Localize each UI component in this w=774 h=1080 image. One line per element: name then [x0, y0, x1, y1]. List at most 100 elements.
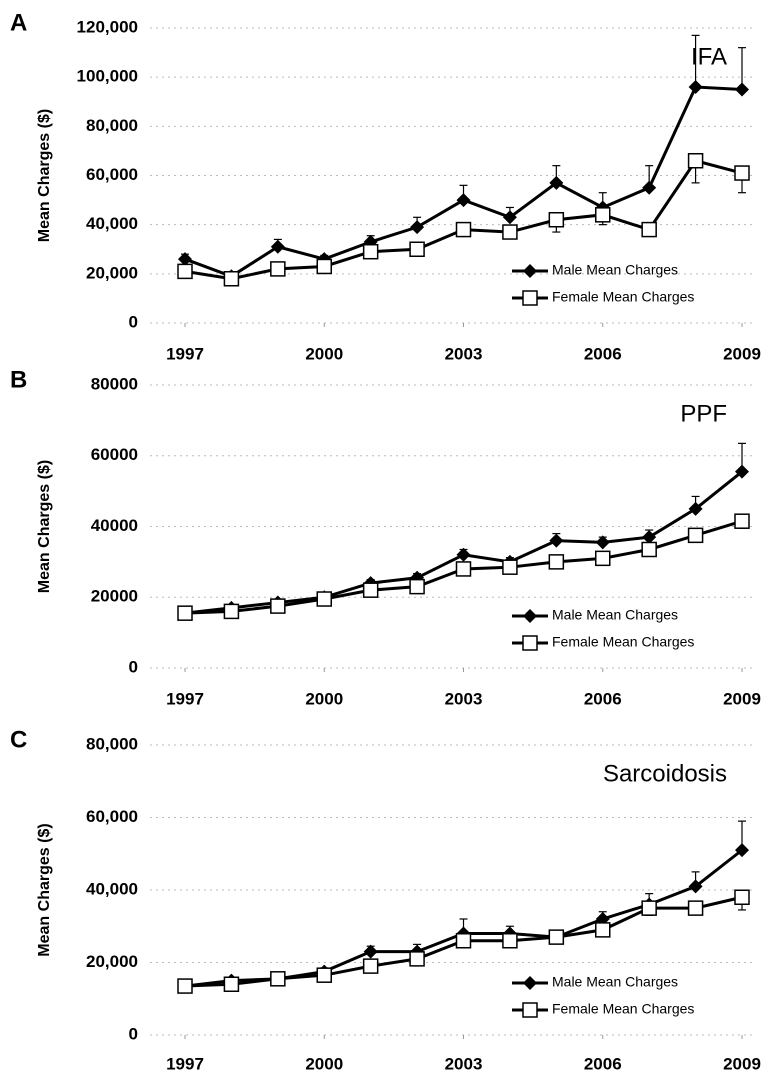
x-tick-label: 2003 — [445, 1054, 483, 1073]
x-tick-label: 2009 — [723, 689, 761, 708]
x-tick-label: 2009 — [723, 344, 761, 363]
y-tick-label: 40,000 — [86, 879, 138, 898]
marker — [456, 193, 471, 208]
x-tick-label: 1997 — [166, 344, 204, 363]
y-axis-label: Mean Charges ($) — [36, 109, 53, 242]
y-tick-label: 0 — [129, 1024, 138, 1043]
marker — [549, 533, 564, 548]
panel-title: PPF — [680, 400, 727, 427]
legend-label: Female Mean Charges — [552, 1001, 694, 1017]
marker — [735, 464, 749, 479]
marker — [735, 843, 749, 858]
x-tick-label: 1997 — [166, 1054, 204, 1073]
marker — [641, 541, 657, 558]
y-tick-label: 20000 — [91, 587, 138, 606]
y-tick-label: 80,000 — [86, 116, 138, 135]
marker — [641, 900, 657, 916]
legend-label: Male Mean Charges — [552, 262, 678, 278]
x-tick-label: 2000 — [305, 344, 343, 363]
legend-label: Male Mean Charges — [552, 607, 678, 623]
x-tick-label: 1997 — [166, 689, 204, 708]
marker — [316, 591, 332, 607]
x-tick-label: 2006 — [584, 344, 622, 363]
panel-letter: A — [10, 9, 27, 36]
marker — [316, 967, 332, 983]
marker — [687, 900, 704, 916]
marker — [641, 221, 657, 238]
marker — [177, 263, 193, 280]
y-tick-label: 40,000 — [86, 214, 138, 233]
series-line — [184, 85, 743, 278]
marker — [223, 976, 240, 992]
panel-letter: C — [10, 726, 27, 753]
panel-letter: B — [10, 366, 27, 393]
x-tick-label: 2000 — [305, 689, 343, 708]
marker — [687, 527, 704, 544]
marker — [177, 605, 193, 621]
y-tick-label: 80,000 — [86, 734, 138, 753]
y-tick-label: 0 — [129, 657, 138, 676]
x-tick-label: 2000 — [305, 1054, 343, 1073]
marker — [734, 889, 750, 905]
y-tick-label: 80000 — [91, 374, 138, 393]
marker — [687, 153, 704, 169]
marker — [456, 547, 471, 562]
marker — [688, 501, 703, 516]
marker — [502, 933, 518, 949]
x-tick-label: 2006 — [584, 1054, 622, 1073]
legend-label: Female Mean Charges — [552, 634, 694, 650]
marker — [548, 212, 565, 228]
y-tick-label: 0 — [129, 312, 138, 331]
marker — [688, 80, 703, 94]
marker — [502, 210, 517, 225]
marker — [523, 609, 537, 623]
marker — [223, 603, 240, 620]
x-tick-label: 2006 — [584, 689, 622, 708]
marker — [410, 220, 425, 235]
marker — [223, 271, 240, 287]
marker — [363, 944, 378, 959]
panel-title: IFA — [691, 43, 727, 70]
marker — [549, 175, 564, 190]
y-tick-label: 20,000 — [86, 263, 138, 282]
panel-title: Sarcoidosis — [603, 760, 727, 787]
marker — [548, 554, 565, 570]
marker — [548, 929, 565, 945]
marker — [595, 207, 611, 223]
marker — [409, 951, 425, 967]
series-line — [184, 848, 743, 988]
marker — [455, 933, 472, 949]
y-tick-label: 120,000 — [77, 17, 138, 36]
legend-label: Male Mean Charges — [552, 974, 678, 990]
marker — [522, 635, 538, 651]
x-tick-label: 2003 — [445, 344, 483, 363]
marker — [642, 180, 657, 195]
marker — [270, 598, 286, 614]
marker — [595, 550, 611, 567]
marker — [270, 971, 286, 987]
marker — [522, 290, 538, 306]
marker — [455, 561, 472, 577]
marker — [522, 1002, 538, 1018]
marker — [177, 978, 193, 994]
marker — [735, 82, 749, 97]
y-tick-label: 20,000 — [86, 952, 138, 971]
marker — [270, 239, 285, 254]
marker — [502, 224, 518, 240]
marker — [523, 976, 537, 990]
y-axis-label: Mean Charges ($) — [36, 823, 53, 956]
marker — [688, 879, 703, 894]
marker — [409, 241, 425, 257]
y-tick-label: 100,000 — [77, 67, 138, 86]
marker — [270, 261, 286, 277]
marker — [455, 221, 472, 238]
marker — [409, 578, 425, 595]
marker — [502, 559, 518, 575]
x-tick-label: 2003 — [445, 689, 483, 708]
marker — [316, 258, 332, 275]
y-tick-label: 60,000 — [86, 807, 138, 826]
y-tick-label: 40000 — [91, 516, 138, 535]
marker — [595, 535, 610, 550]
marker — [523, 264, 537, 278]
